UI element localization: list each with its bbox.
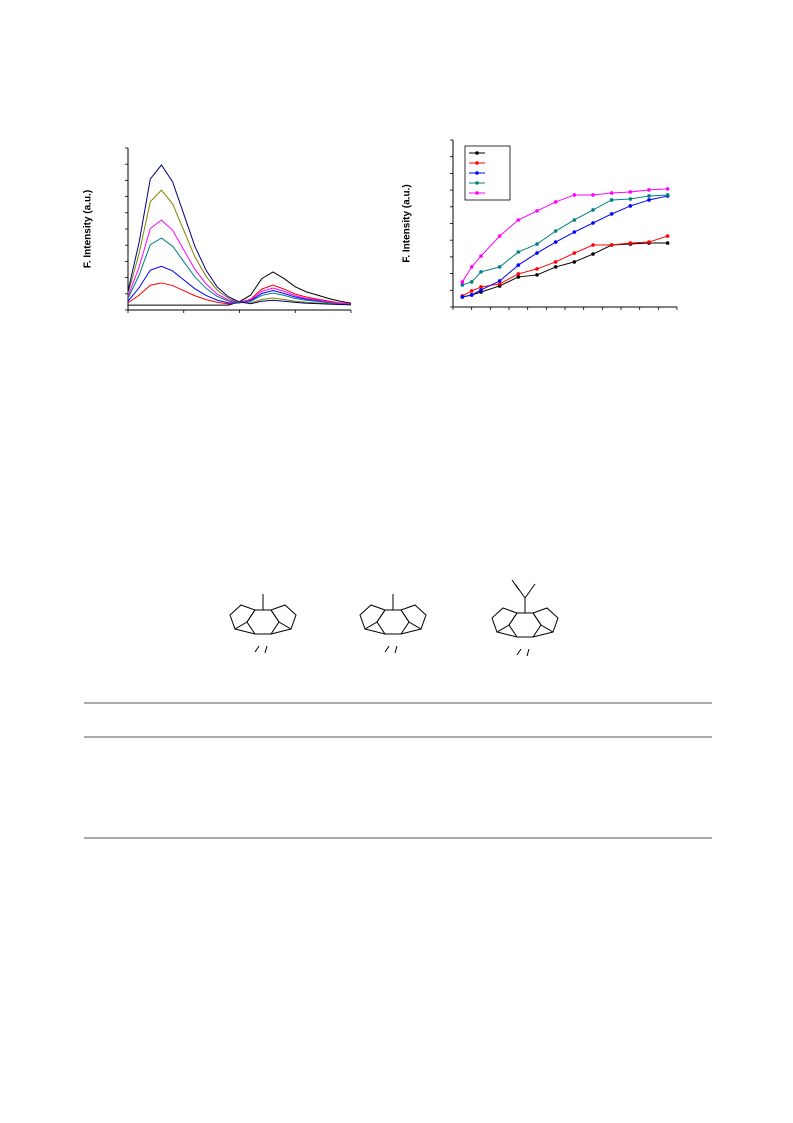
bond: [511, 579, 520, 591]
bond: [524, 583, 536, 599]
data-point: [591, 243, 595, 247]
data-point: [628, 204, 633, 208]
data-point: [497, 279, 502, 283]
series-line: [462, 195, 668, 298]
molecule: [229, 604, 297, 654]
legend-marker: [475, 171, 479, 175]
molecule: [359, 604, 427, 654]
molecule: [491, 607, 559, 657]
data-point: [535, 242, 539, 246]
data-point: [647, 240, 651, 244]
data-point: [647, 194, 651, 198]
series-line: [462, 235, 668, 297]
series-line: [127, 164, 352, 306]
data-point: [460, 295, 465, 299]
data-point: [479, 288, 483, 292]
data-point: [665, 234, 670, 238]
data-point: [469, 289, 474, 293]
data-point: [516, 275, 521, 279]
data-point: [497, 265, 502, 269]
series-line: [461, 188, 668, 283]
data-point: [479, 270, 483, 274]
data-point: [628, 190, 633, 194]
data-point: [572, 230, 577, 234]
data-point: [535, 251, 539, 255]
data-point: [516, 250, 521, 254]
data-point: [609, 243, 614, 247]
data-point: [553, 260, 558, 264]
series-line: [127, 189, 352, 306]
table: [84, 702, 712, 839]
series-line: [462, 194, 668, 286]
data-point: [516, 263, 521, 267]
data-point: [628, 241, 633, 245]
data-point: [591, 252, 595, 256]
data-point: [572, 260, 577, 264]
chart: F. Intensity (a.u.): [83, 147, 352, 313]
data-point: [516, 272, 521, 276]
legend-marker: [475, 161, 479, 165]
chart: F. Intensity (a.u.): [402, 139, 678, 310]
data-point: [479, 254, 483, 258]
data-point: [647, 198, 651, 202]
data-point: [460, 280, 465, 284]
y-axis-label: F. Intensity (a.u.): [83, 190, 94, 268]
data-point: [609, 191, 614, 195]
data-point: [469, 265, 474, 269]
series-line: [127, 237, 352, 305]
data-point: [572, 218, 577, 222]
data-point: [469, 293, 474, 297]
series-line: [127, 219, 352, 305]
data-point: [665, 193, 670, 197]
y-axis-label: F. Intensity (a.u.): [402, 184, 413, 262]
data-point: [591, 208, 595, 212]
data-point: [572, 193, 577, 197]
data-point: [535, 273, 539, 277]
data-point: [479, 285, 483, 289]
data-point: [591, 221, 595, 225]
bond: [514, 583, 526, 613]
data-point: [665, 241, 670, 245]
data-point: [609, 198, 614, 202]
data-point: [553, 200, 558, 204]
structures: [229, 579, 559, 657]
data-point: [609, 212, 614, 216]
legend-marker: [475, 181, 479, 185]
data-point: [535, 209, 539, 213]
data-point: [469, 280, 474, 284]
legend-marker: [475, 191, 479, 195]
data-point: [647, 188, 651, 192]
data-point: [572, 251, 577, 255]
data-point: [553, 229, 558, 233]
data-point: [628, 197, 633, 201]
data-point: [535, 267, 539, 271]
data-point: [553, 265, 558, 269]
data-point: [497, 234, 502, 238]
data-point: [497, 282, 502, 286]
data-point: [553, 240, 558, 244]
data-point: [460, 283, 465, 287]
series-line: [462, 242, 668, 298]
data-point: [665, 187, 670, 191]
data-point: [591, 193, 595, 197]
series-line: [127, 265, 352, 305]
legend-marker: [475, 151, 479, 155]
data-point: [516, 218, 521, 222]
